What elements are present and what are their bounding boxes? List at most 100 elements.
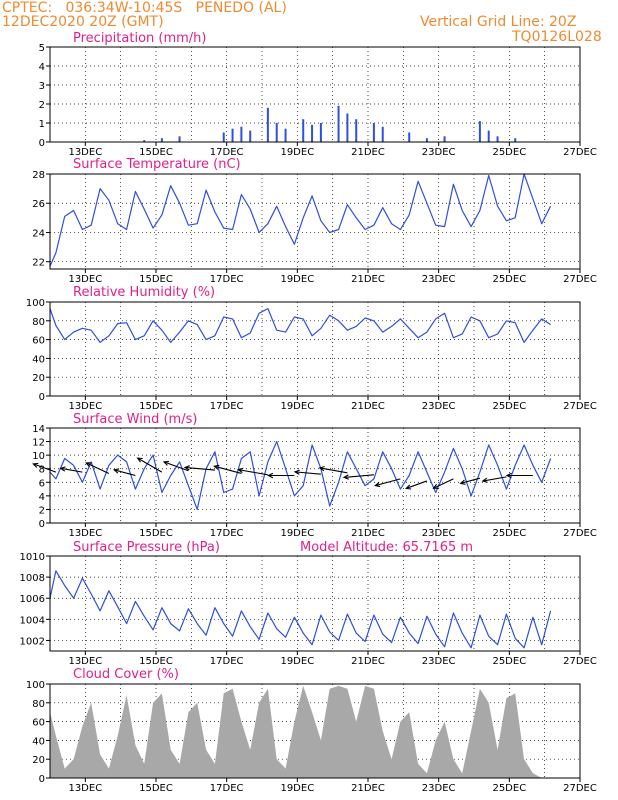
y-tick-label: 10 xyxy=(32,451,45,462)
y-tick-label: 0 xyxy=(39,138,45,149)
wind-arrow xyxy=(33,463,57,473)
x-tick-label: 25DEC xyxy=(492,783,526,794)
wind-title: Surface Wind (m/s) xyxy=(73,412,197,427)
y-tick-label: 28 xyxy=(32,170,45,181)
precip-bar xyxy=(302,119,305,142)
x-tick-label: 15DEC xyxy=(139,656,173,667)
precip-bar xyxy=(372,123,375,142)
precip-bar xyxy=(143,140,146,142)
precip-bar xyxy=(337,105,340,142)
temp-series-line xyxy=(49,173,552,267)
y-tick-label: 0 xyxy=(39,519,45,530)
x-tick-label: 13DEC xyxy=(68,401,102,412)
x-tick-label: 25DEC xyxy=(492,528,526,539)
x-tick-label: 25DEC xyxy=(492,656,526,667)
wind-arrow-head xyxy=(112,468,120,474)
y-tick-label: 80 xyxy=(32,317,45,328)
x-tick-label: 13DEC xyxy=(68,783,102,794)
wind-arrow xyxy=(85,462,110,474)
wind-arrow-head xyxy=(267,472,274,479)
precip-title: Precipitation (mm/h) xyxy=(73,31,206,46)
x-tick-label: 17DEC xyxy=(210,147,244,158)
wind-arrow xyxy=(375,478,401,487)
x-tick-label: 13DEC xyxy=(68,274,102,285)
y-tick-label: 6 xyxy=(39,478,45,489)
wind-arrow xyxy=(113,469,136,477)
precip-bar xyxy=(178,136,181,142)
pres-title: Surface Pressure (hPa) xyxy=(73,540,220,555)
x-tick-label: 15DEC xyxy=(139,147,173,158)
y-tick-label: 1004 xyxy=(20,615,45,626)
wind-arrow-head xyxy=(405,484,412,490)
y-tick-label: 12 xyxy=(32,438,45,449)
rh-series-line xyxy=(49,308,551,343)
x-tick-label: 27DEC xyxy=(563,274,597,285)
wind-arrow-head xyxy=(374,481,381,488)
wind-plot-frame xyxy=(49,427,581,524)
y-tick-label: 14 xyxy=(32,424,45,435)
y-tick-label: 100 xyxy=(26,298,45,309)
x-tick-label: 25DEC xyxy=(492,401,526,412)
y-tick-label: 3 xyxy=(39,81,45,92)
wind-arrow-head xyxy=(32,462,39,468)
x-tick-label: 23DEC xyxy=(422,274,456,285)
x-tick-label: 21DEC xyxy=(351,274,385,285)
x-tick-label: 21DEC xyxy=(351,783,385,794)
wind-arrow xyxy=(343,474,374,478)
y-tick-label: 1008 xyxy=(20,573,45,584)
precip-bar xyxy=(284,128,287,142)
precip-bar xyxy=(443,136,446,142)
cloud-plot-frame xyxy=(49,683,581,779)
x-tick-label: 19DEC xyxy=(280,656,314,667)
x-tick-label: 25DEC xyxy=(492,274,526,285)
temp-plot-frame xyxy=(49,173,581,270)
y-tick-label: 24 xyxy=(32,228,45,239)
precip-bar xyxy=(496,136,499,142)
temp-title: Surface Temperature (nC) xyxy=(73,157,241,172)
y-tick-label: 4 xyxy=(39,62,45,73)
x-tick-label: 21DEC xyxy=(351,656,385,667)
station-header: CPTEC: 036:34W-10:45S PENEDO (AL) xyxy=(2,0,287,16)
x-tick-label: 19DEC xyxy=(280,401,314,412)
pres-series-line xyxy=(49,570,552,649)
y-tick-label: 2 xyxy=(39,100,45,111)
precip-bar xyxy=(231,128,234,142)
x-tick-label: 17DEC xyxy=(210,528,244,539)
x-tick-label: 27DEC xyxy=(563,656,597,667)
x-tick-label: 23DEC xyxy=(422,656,456,667)
wind-arrow xyxy=(214,465,242,474)
wind-arrow-head xyxy=(342,474,349,480)
y-tick-label: 0 xyxy=(39,392,45,403)
y-tick-label: 1010 xyxy=(20,552,45,563)
precip-bar xyxy=(160,138,163,142)
precip-bar xyxy=(381,126,384,142)
y-tick-label: 20 xyxy=(32,755,45,766)
cloud-title: Cloud Cover (%) xyxy=(73,667,179,682)
cloud-cover-area xyxy=(50,685,551,778)
x-tick-label: 21DEC xyxy=(351,528,385,539)
wind-arrow-head xyxy=(59,466,66,472)
x-tick-label: 15DEC xyxy=(139,401,173,412)
precip-bar xyxy=(408,132,411,142)
y-tick-label: 26 xyxy=(32,199,45,210)
wind-arrow xyxy=(184,466,215,471)
x-tick-label: 13DEC xyxy=(68,528,102,539)
wind-arrow-head xyxy=(85,462,92,468)
x-tick-label: 19DEC xyxy=(280,783,314,794)
y-tick-label: 22 xyxy=(32,258,45,269)
y-tick-label: 60 xyxy=(32,336,45,347)
wind-arrow xyxy=(482,476,507,482)
x-tick-label: 15DEC xyxy=(139,528,173,539)
precip-bar xyxy=(222,132,225,142)
precip-bar xyxy=(275,123,278,142)
precip-bar xyxy=(266,107,269,142)
x-tick-label: 17DEC xyxy=(210,401,244,412)
rh-plot-frame xyxy=(49,301,581,397)
rh-title: Relative Humidity (%) xyxy=(73,285,215,300)
wind-arrow-head xyxy=(481,477,488,483)
pres-plot-frame xyxy=(49,555,581,652)
y-tick-label: 80 xyxy=(32,699,45,710)
y-tick-label: 1006 xyxy=(20,594,45,605)
wind-arrow xyxy=(60,467,83,473)
